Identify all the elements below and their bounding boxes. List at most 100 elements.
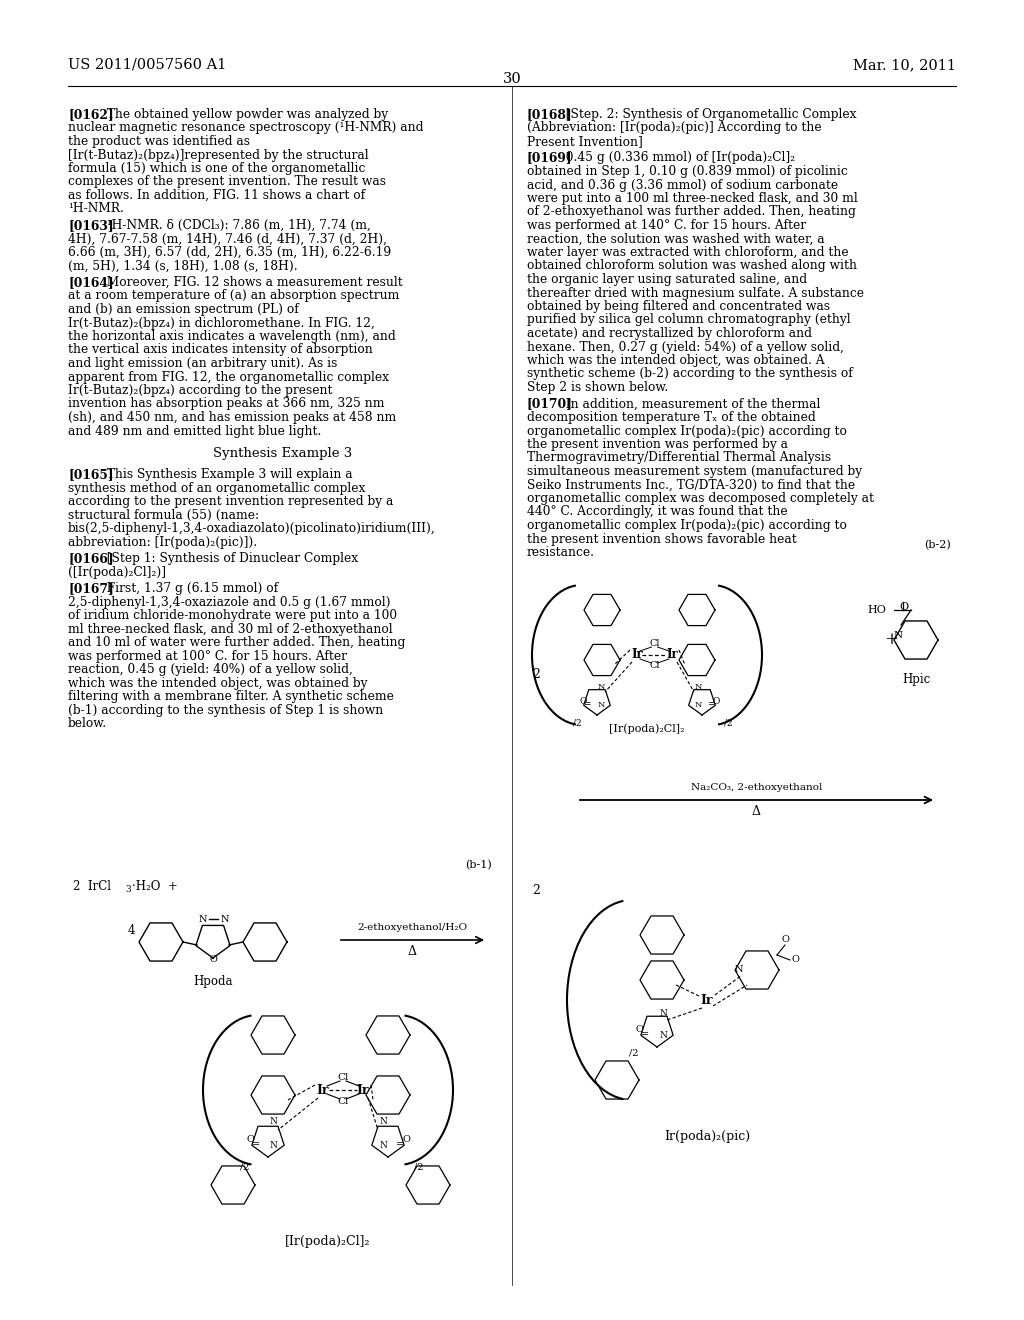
Text: acid, and 0.36 g (3.36 mmol) of sodium carbonate: acid, and 0.36 g (3.36 mmol) of sodium c…	[527, 178, 838, 191]
Text: simultaneous measurement system (manufactured by: simultaneous measurement system (manufac…	[527, 465, 862, 478]
Text: and 10 ml of water were further added. Then, heating: and 10 ml of water were further added. T…	[68, 636, 406, 649]
Text: N: N	[694, 701, 701, 709]
Text: O: O	[635, 1026, 643, 1035]
Text: Present Invention]: Present Invention]	[527, 135, 643, 148]
Text: In addition, measurement of the thermal: In addition, measurement of the thermal	[558, 397, 820, 411]
Text: of 2-ethoxyethanol was further added. Then, heating: of 2-ethoxyethanol was further added. Th…	[527, 206, 856, 219]
Text: 4: 4	[128, 924, 135, 936]
Text: were put into a 100 ml three-necked flask, and 30 ml: were put into a 100 ml three-necked flas…	[527, 191, 858, 205]
Text: HO: HO	[867, 605, 886, 615]
Text: Ir: Ir	[700, 994, 714, 1006]
Text: O: O	[580, 697, 587, 705]
Text: Ir(t-Butaz)₂(bpz₄) in dichloromethane. In FIG. 12,: Ir(t-Butaz)₂(bpz₄) in dichloromethane. I…	[68, 317, 375, 330]
Text: obtained chloroform solution was washed along with: obtained chloroform solution was washed …	[527, 260, 857, 272]
Text: =: =	[708, 701, 715, 710]
Text: [Ir(t-Butaz)₂(bpz₄)]represented by the structural: [Ir(t-Butaz)₂(bpz₄)]represented by the s…	[68, 149, 369, 161]
Text: N: N	[659, 1031, 667, 1040]
Text: O: O	[713, 697, 720, 705]
Text: Cl: Cl	[649, 639, 659, 648]
Text: First, 1.37 g (6.15 mmol) of: First, 1.37 g (6.15 mmol) of	[99, 582, 279, 595]
Text: thereafter dried with magnesium sulfate. A substance: thereafter dried with magnesium sulfate.…	[527, 286, 864, 300]
Text: Mar. 10, 2011: Mar. 10, 2011	[853, 58, 956, 73]
Text: the horizontal axis indicates a wavelength (nm), and: the horizontal axis indicates a waveleng…	[68, 330, 395, 343]
Text: N: N	[597, 682, 605, 690]
Text: Ir: Ir	[667, 648, 678, 661]
Text: resistance.: resistance.	[527, 546, 595, 558]
Text: Ir(t-Butaz)₂(bpz₄) according to the present: Ir(t-Butaz)₂(bpz₄) according to the pres…	[68, 384, 333, 397]
Text: organometallic complex Ir(poda)₂(pic) according to: organometallic complex Ir(poda)₂(pic) ac…	[527, 519, 847, 532]
Text: and (b) an emission spectrum (PL) of: and (b) an emission spectrum (PL) of	[68, 304, 299, 315]
Text: Ir(poda)₂(pic): Ir(poda)₂(pic)	[664, 1130, 750, 1143]
Text: obtained in Step 1, 0.10 g (0.839 mmol) of picolinic: obtained in Step 1, 0.10 g (0.839 mmol) …	[527, 165, 848, 178]
Text: at a room temperature of (a) an absorption spectrum: at a room temperature of (a) an absorpti…	[68, 289, 399, 302]
Text: O: O	[792, 956, 799, 965]
Text: N: N	[735, 965, 743, 974]
Text: invention has absorption peaks at 366 nm, 325 nm: invention has absorption peaks at 366 nm…	[68, 397, 384, 411]
Text: O: O	[781, 936, 788, 945]
Text: apparent from FIG. 12, the organometallic complex: apparent from FIG. 12, the organometalli…	[68, 371, 389, 384]
Text: +: +	[884, 631, 898, 648]
Text: Cl: Cl	[337, 1073, 349, 1082]
Text: Cl: Cl	[649, 661, 659, 671]
Text: which was the intended object, was obtained. A: which was the intended object, was obtai…	[527, 354, 824, 367]
Text: =: =	[252, 1140, 260, 1150]
Text: Ir: Ir	[356, 1084, 370, 1097]
Text: [0170]: [0170]	[527, 397, 572, 411]
Text: 440° C. Accordingly, it was found that the: 440° C. Accordingly, it was found that t…	[527, 506, 787, 519]
Text: abbreviation: [Ir(poda)₂(pic)]).: abbreviation: [Ir(poda)₂(pic)]).	[68, 536, 257, 549]
Text: filtering with a membrane filter. A synthetic scheme: filtering with a membrane filter. A synt…	[68, 690, 394, 704]
Text: 0.45 g (0.336 mmol) of [Ir(poda)₂Cl]₂: 0.45 g (0.336 mmol) of [Ir(poda)₂Cl]₂	[558, 152, 795, 165]
Text: of iridium chloride-monohydrate were put into a 100: of iridium chloride-monohydrate were put…	[68, 610, 397, 622]
Text: [0166]: [0166]	[68, 552, 114, 565]
Text: Na₂CO₃, 2-ethoxyethanol: Na₂CO₃, 2-ethoxyethanol	[691, 783, 822, 792]
Text: as follows. In addition, FIG. 11 shows a chart of: as follows. In addition, FIG. 11 shows a…	[68, 189, 366, 202]
Text: /2: /2	[414, 1162, 424, 1171]
Text: Cl: Cl	[337, 1097, 349, 1106]
Text: N: N	[379, 1140, 387, 1150]
Text: Hpic: Hpic	[902, 673, 930, 686]
Text: the product was identified as: the product was identified as	[68, 135, 250, 148]
Text: [Step. 2: Synthesis of Organometallic Complex: [Step. 2: Synthesis of Organometallic Co…	[558, 108, 856, 121]
Text: Hpoda: Hpoda	[194, 975, 232, 987]
Text: purified by silica gel column chromatography (ethyl: purified by silica gel column chromatogr…	[527, 314, 851, 326]
Text: (Abbreviation: [Ir(poda)₂(pic)] According to the: (Abbreviation: [Ir(poda)₂(pic)] Accordin…	[527, 121, 821, 135]
Text: organometallic complex was decomposed completely at: organometallic complex was decomposed co…	[527, 492, 874, 506]
Text: Synthesis Example 3: Synthesis Example 3	[213, 447, 352, 459]
Text: 2,5-diphenyl-1,3,4-oxaziazole and 0.5 g (1.67 mmol): 2,5-diphenyl-1,3,4-oxaziazole and 0.5 g …	[68, 595, 390, 609]
Text: Δ: Δ	[752, 805, 761, 818]
Text: [0169]: [0169]	[527, 152, 572, 165]
Text: O: O	[246, 1135, 254, 1144]
Text: O: O	[402, 1135, 410, 1144]
Text: reaction, 0.45 g (yield: 40%) of a yellow solid,: reaction, 0.45 g (yield: 40%) of a yello…	[68, 663, 353, 676]
Text: (sh), and 450 nm, and has emission peaks at 458 nm: (sh), and 450 nm, and has emission peaks…	[68, 411, 396, 424]
Text: below.: below.	[68, 717, 108, 730]
Text: ([Ir(poda)₂Cl]₂)]: ([Ir(poda)₂Cl]₂)]	[68, 566, 166, 578]
Text: O: O	[899, 602, 908, 612]
Text: hexane. Then, 0.27 g (yield: 54%) of a yellow solid,: hexane. Then, 0.27 g (yield: 54%) of a y…	[527, 341, 844, 354]
Text: formula (15) which is one of the organometallic: formula (15) which is one of the organom…	[68, 162, 366, 176]
Text: organometallic complex Ir(poda)₂(pic) according to: organometallic complex Ir(poda)₂(pic) ac…	[527, 425, 847, 437]
Text: /2: /2	[724, 719, 732, 729]
Text: [0165]: [0165]	[68, 469, 114, 482]
Text: according to the present invention represented by a: according to the present invention repre…	[68, 495, 393, 508]
Text: 6.66 (m, 3H), 6.57 (dd, 2H), 6.35 (m, 1H), 6.22-6.19: 6.66 (m, 3H), 6.57 (dd, 2H), 6.35 (m, 1H…	[68, 246, 391, 259]
Text: which was the intended object, was obtained by: which was the intended object, was obtai…	[68, 677, 368, 689]
Text: (b-1): (b-1)	[465, 861, 492, 870]
Text: 2-ethoxyethanol/H₂O: 2-ethoxyethanol/H₂O	[357, 923, 468, 932]
Text: ·H₂O  +: ·H₂O +	[132, 880, 178, 894]
Text: US 2011/0057560 A1: US 2011/0057560 A1	[68, 58, 226, 73]
Text: reaction, the solution was washed with water, a: reaction, the solution was washed with w…	[527, 232, 824, 246]
Text: O: O	[209, 956, 217, 965]
Text: synthesis method of an organometallic complex: synthesis method of an organometallic co…	[68, 482, 366, 495]
Text: 2: 2	[532, 668, 540, 681]
Text: and light emission (an arbitrary unit). As is: and light emission (an arbitrary unit). …	[68, 356, 337, 370]
Text: the present invention was performed by a: the present invention was performed by a	[527, 438, 788, 451]
Text: the vertical axis indicates intensity of absorption: the vertical axis indicates intensity of…	[68, 343, 373, 356]
Text: Seiko Instruments Inc., TG/DTA-320) to find that the: Seiko Instruments Inc., TG/DTA-320) to f…	[527, 479, 855, 491]
Text: 2: 2	[532, 883, 540, 896]
Text: Δ: Δ	[408, 945, 417, 958]
Text: [0168]: [0168]	[527, 108, 572, 121]
Text: N: N	[199, 915, 207, 924]
Text: 4H), 7.67-7.58 (m, 14H), 7.46 (d, 4H), 7.37 (d, 2H),: 4H), 7.67-7.58 (m, 14H), 7.46 (d, 4H), 7…	[68, 232, 387, 246]
Text: N: N	[694, 682, 701, 690]
